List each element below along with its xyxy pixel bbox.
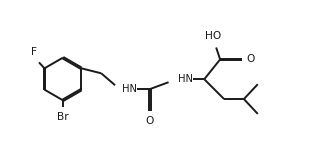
Text: F: F (31, 47, 37, 58)
Text: HN: HN (122, 84, 137, 94)
Text: HO: HO (205, 31, 221, 41)
Text: O: O (246, 54, 254, 64)
Text: Br: Br (57, 112, 69, 122)
Text: O: O (146, 116, 154, 126)
Text: HN: HN (178, 74, 192, 84)
